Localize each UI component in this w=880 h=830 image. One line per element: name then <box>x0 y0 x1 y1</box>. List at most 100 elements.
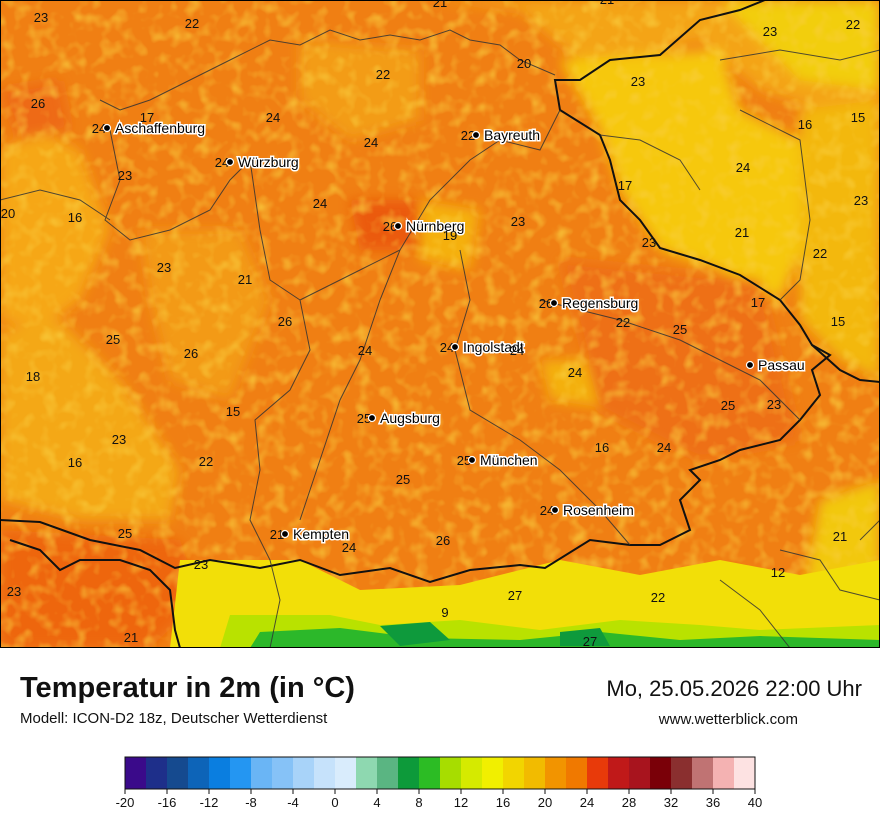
legend-color-cell <box>503 757 525 789</box>
grid-value-label: 15 <box>851 110 865 125</box>
grid-value-label: 17 <box>140 110 154 125</box>
grid-value-label: 21 <box>433 0 447 10</box>
city-temperature-value: 26 <box>539 296 553 311</box>
legend-tick-label: -16 <box>158 795 177 810</box>
grid-value-label: 22 <box>616 315 630 330</box>
grid-value-label: 26 <box>278 314 292 329</box>
legend-color-cell <box>461 757 483 789</box>
city-label: Bayreuth <box>484 127 540 143</box>
city-dot <box>450 342 460 352</box>
legend-color-cell <box>608 757 630 789</box>
legend-color-cell <box>272 757 294 789</box>
legend-color-cell <box>650 757 672 789</box>
grid-value-label: 24 <box>266 110 280 125</box>
legend-color-cell <box>629 757 651 789</box>
city-dot <box>549 298 559 308</box>
city-temperature-value: 24 <box>440 340 454 355</box>
legend-tick-label: 40 <box>748 795 762 810</box>
legend-color-cell <box>146 757 168 789</box>
grid-value-label: 23 <box>7 584 21 599</box>
legend-tick-label: -12 <box>200 795 219 810</box>
model-source: Modell: ICON-D2 18z, Deutscher Wetterdie… <box>20 710 328 727</box>
grid-value-label: 17 <box>751 295 765 310</box>
grid-value-label: 24 <box>736 160 750 175</box>
grid-value-label: 24 <box>657 440 671 455</box>
legend-color-cell <box>167 757 189 789</box>
legend-tick-label: 24 <box>580 795 594 810</box>
grid-value-label: 20 <box>517 56 531 71</box>
legend-tick-label: 0 <box>331 795 338 810</box>
city-temperature-value: 24 <box>92 121 106 136</box>
grid-value-label: 22 <box>199 454 213 469</box>
city-label: Ingolstadt <box>463 339 524 355</box>
grid-value-label: 25 <box>673 322 687 337</box>
grid-value-label: 25 <box>396 472 410 487</box>
legend-tick-label: 12 <box>454 795 468 810</box>
grid-value-label: 22 <box>376 67 390 82</box>
legend-color-cell <box>734 757 756 789</box>
city-3: 22 Bayreuth <box>461 126 542 145</box>
grid-value-label: 24 <box>510 343 524 358</box>
legend-color-cell <box>293 757 315 789</box>
grid-value-label: 23 <box>642 235 656 250</box>
grid-value-label: 23 <box>157 260 171 275</box>
city-label: Nürnberg <box>406 218 464 234</box>
grid-value-label: 23 <box>112 432 126 447</box>
city-dot <box>467 455 477 465</box>
grid-value-label: 24 <box>364 135 378 150</box>
city-4: 26 Nürnberg <box>383 217 466 236</box>
grid-value-label: 25 <box>118 526 132 541</box>
legend-color-cell <box>125 757 147 789</box>
city-2: 24 Würzburg <box>215 153 300 172</box>
legend-color-cell <box>419 757 441 789</box>
grid-value-label: 23 <box>854 193 868 208</box>
grid-value-label: 26 <box>31 96 45 111</box>
grid-value-label: 15 <box>831 314 845 329</box>
temperature-texture <box>0 0 880 648</box>
city-temperature-value: 22 <box>461 128 475 143</box>
city-dot <box>102 123 112 133</box>
city-9: 25 München <box>457 451 539 470</box>
city-temperature-value: 25 <box>357 411 371 426</box>
legend-color-cell <box>692 757 714 789</box>
legend-color-cell <box>482 757 504 789</box>
website-link[interactable]: www.wetterblick.com <box>658 711 798 728</box>
grid-value-label: 23 <box>767 397 781 412</box>
grid-value-label: 24 <box>568 365 582 380</box>
legend-color-cell <box>524 757 546 789</box>
city-dot <box>225 157 235 167</box>
grid-value-label: 27 <box>508 588 522 603</box>
legend-tick-label: 28 <box>622 795 636 810</box>
grid-value-label: 23 <box>631 74 645 89</box>
grid-value-label: 24 <box>358 343 372 358</box>
legend-tick-label: 36 <box>706 795 720 810</box>
city-dot <box>745 360 755 370</box>
legend-color-cell <box>713 757 735 789</box>
district-lines <box>0 29 880 648</box>
grid-value-label: 23 <box>118 168 132 183</box>
grid-value-label: 16 <box>68 455 82 470</box>
grid-value-label: 23 <box>194 557 208 572</box>
city-label: Würzburg <box>238 154 299 170</box>
grid-value-label: 12 <box>771 565 785 580</box>
grid-value-label: 16 <box>798 117 812 132</box>
grid-value-label: 24 <box>313 196 327 211</box>
city-8: 25 Augsburg <box>357 409 442 428</box>
grid-value-label: 23 <box>34 10 48 25</box>
city-markers: 24 Aschaffenburg 24 Würzburg 22 Bayreuth 26 Nür… <box>92 119 806 544</box>
grid-value-label: 27 <box>583 634 597 648</box>
grid-value-label: 25 <box>721 398 735 413</box>
city-temperature-value: 24 <box>540 503 554 518</box>
grid-value-label: 22 <box>651 590 665 605</box>
city-6: 24 Ingolstadt <box>440 338 526 357</box>
legend-color-cell <box>356 757 378 789</box>
city-label: Regensburg <box>562 295 638 311</box>
grid-value-label: 21 <box>735 225 749 240</box>
legend-color-cell <box>230 757 252 789</box>
legend-tick-label: -20 <box>116 795 135 810</box>
legend-tick-label: 20 <box>538 795 552 810</box>
legend-color-cell <box>440 757 462 789</box>
grid-value-label: 15 <box>226 404 240 419</box>
city-label: Passau <box>758 357 805 373</box>
legend-color-cell <box>314 757 336 789</box>
